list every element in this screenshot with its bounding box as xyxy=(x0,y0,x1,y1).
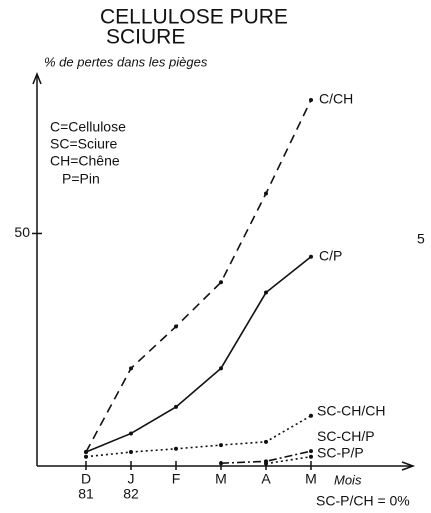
x-tick-label: J xyxy=(128,471,135,487)
x-arrow xyxy=(401,461,416,471)
key-text: P=Pin xyxy=(62,171,100,187)
series-label: SC-CH/P xyxy=(317,428,375,444)
series-label: SC-CH/CH xyxy=(317,402,385,418)
series-line xyxy=(220,450,312,465)
x-tick-label: D xyxy=(81,471,91,487)
x-tick-year: 82 xyxy=(123,486,139,502)
x-axis-label: Mois xyxy=(334,472,362,487)
x-tick-label: F xyxy=(172,471,181,487)
series-line xyxy=(85,99,312,453)
series-line xyxy=(85,415,312,458)
chart-title: CELLULOSE PURE xyxy=(100,6,288,29)
chart-title-line2: SCIURE xyxy=(106,26,185,49)
x-tick-label: A xyxy=(261,471,271,487)
x-tick-label: M xyxy=(305,471,317,487)
key-text: C=Cellulose xyxy=(50,119,126,135)
series-line xyxy=(85,256,312,453)
edge-fragment: 5 xyxy=(417,231,425,247)
x-tick-year: 81 xyxy=(78,486,94,502)
series-label: C/CH xyxy=(319,91,353,107)
y-tick-label: 50 xyxy=(14,224,30,240)
series-label: SC-P/P xyxy=(317,444,364,460)
x-tick-label: M xyxy=(215,471,227,487)
y-arrow xyxy=(32,71,42,85)
key-text: SC=Sciure xyxy=(50,136,118,152)
key-text: CH=Chêne xyxy=(50,153,120,169)
series-label: C/P xyxy=(319,247,342,263)
y-axis-label: % de pertes dans les pièges xyxy=(44,54,208,69)
annotation: SC-P/CH = 0% xyxy=(316,493,410,509)
